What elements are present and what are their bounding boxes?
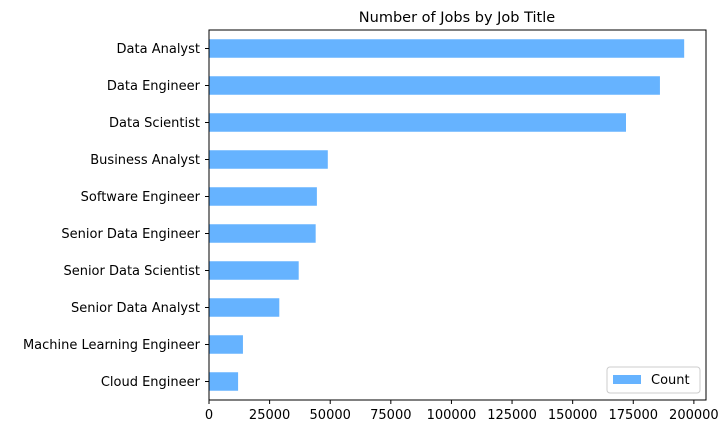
x-axis: 0 25000 50000 75000 100000 125000 150000 175000… bbox=[205, 400, 719, 423]
y-axis: Data Analyst Data Engineer Data Scientist B… bbox=[23, 42, 209, 390]
y-tick-label: Machine Learning Engineer bbox=[23, 338, 201, 353]
x-tick-label: 100000 bbox=[427, 408, 477, 423]
x-tick-label: 200000 bbox=[669, 408, 719, 423]
y-tick-label: Software Engineer bbox=[81, 190, 201, 205]
legend: Count bbox=[606, 366, 701, 394]
x-tick-label: 175000 bbox=[608, 408, 658, 423]
x-tick-label: 50000 bbox=[310, 408, 351, 423]
x-tick-label: 75000 bbox=[370, 408, 411, 423]
legend-swatch bbox=[613, 375, 641, 384]
axes-frame bbox=[208, 29, 707, 401]
bars-group bbox=[209, 39, 685, 391]
bar-software-engineer bbox=[209, 187, 317, 206]
bar-machine-learning-engineer bbox=[209, 335, 243, 354]
y-tick-label: Senior Data Analyst bbox=[71, 301, 200, 316]
bar-business-analyst bbox=[209, 150, 328, 169]
y-tick-label: Senior Data Scientist bbox=[63, 264, 200, 279]
bar-senior-data-engineer bbox=[209, 224, 316, 243]
y-tick-label: Data Engineer bbox=[107, 79, 201, 94]
chart-title: Number of Jobs by Job Title bbox=[359, 10, 555, 26]
x-tick-label: 25000 bbox=[249, 408, 290, 423]
bar-data-scientist bbox=[209, 113, 626, 132]
bar-data-engineer bbox=[209, 76, 660, 95]
x-tick-label: 150000 bbox=[548, 408, 598, 423]
bar-senior-data-scientist bbox=[209, 261, 299, 280]
x-tick-label: 125000 bbox=[487, 408, 537, 423]
legend-box bbox=[606, 366, 701, 394]
y-tick-label: Data Analyst bbox=[117, 42, 200, 57]
y-tick-label: Cloud Engineer bbox=[101, 375, 201, 390]
y-tick-label: Senior Data Engineer bbox=[61, 227, 200, 242]
legend-label-count: Count bbox=[651, 373, 690, 388]
x-tick-label: 0 bbox=[205, 408, 213, 423]
y-tick-label: Data Scientist bbox=[109, 116, 200, 131]
y-tick-label: Business Analyst bbox=[90, 153, 200, 168]
bar-data-analyst bbox=[209, 39, 685, 58]
bar-cloud-engineer bbox=[209, 372, 239, 391]
bar-senior-data-analyst bbox=[209, 298, 280, 317]
